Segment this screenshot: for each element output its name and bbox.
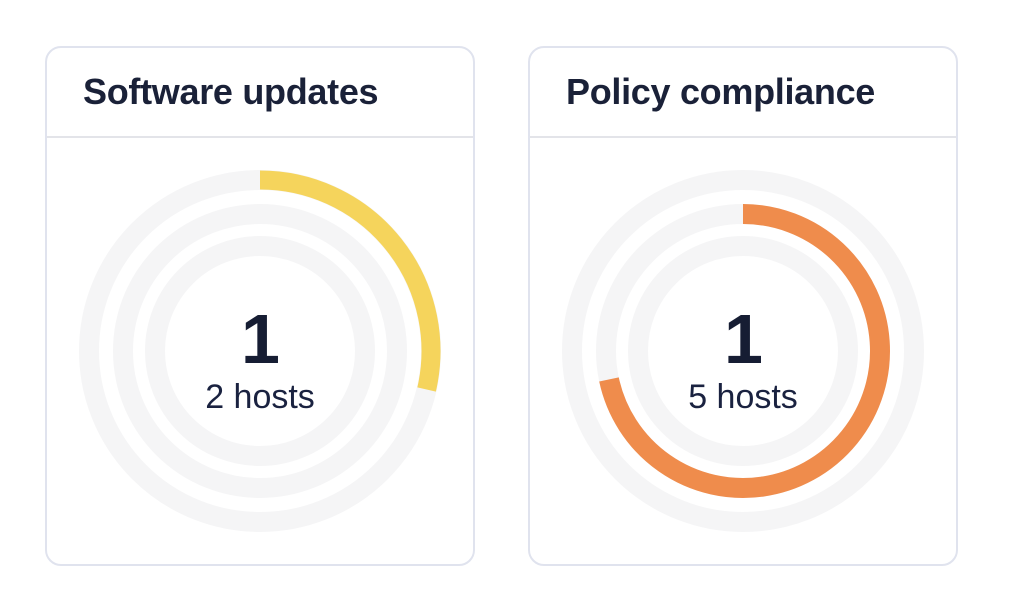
software-updates-card-header: Software updates [47,48,473,138]
software-updates-card[interactable]: Software updates 1 2 hosts [45,46,475,566]
software-updates-donut-rings [79,170,441,532]
software-updates-card-body: 1 2 hosts [47,138,473,564]
policy-compliance-card-title: Policy compliance [566,71,876,112]
policy-compliance-donut-rings [562,170,924,532]
software-updates-card-title: Software updates [83,71,379,112]
dashboard: Software updates 1 2 hosts Policy compli… [45,46,958,566]
policy-compliance-card[interactable]: Policy compliance 1 5 hosts [528,46,958,566]
policy-compliance-donut-chart: 1 5 hosts [561,169,925,533]
policy-compliance-card-body: 1 5 hosts [530,138,956,564]
policy-compliance-card-header: Policy compliance [530,48,956,138]
software-updates-donut-chart: 1 2 hosts [78,169,442,533]
